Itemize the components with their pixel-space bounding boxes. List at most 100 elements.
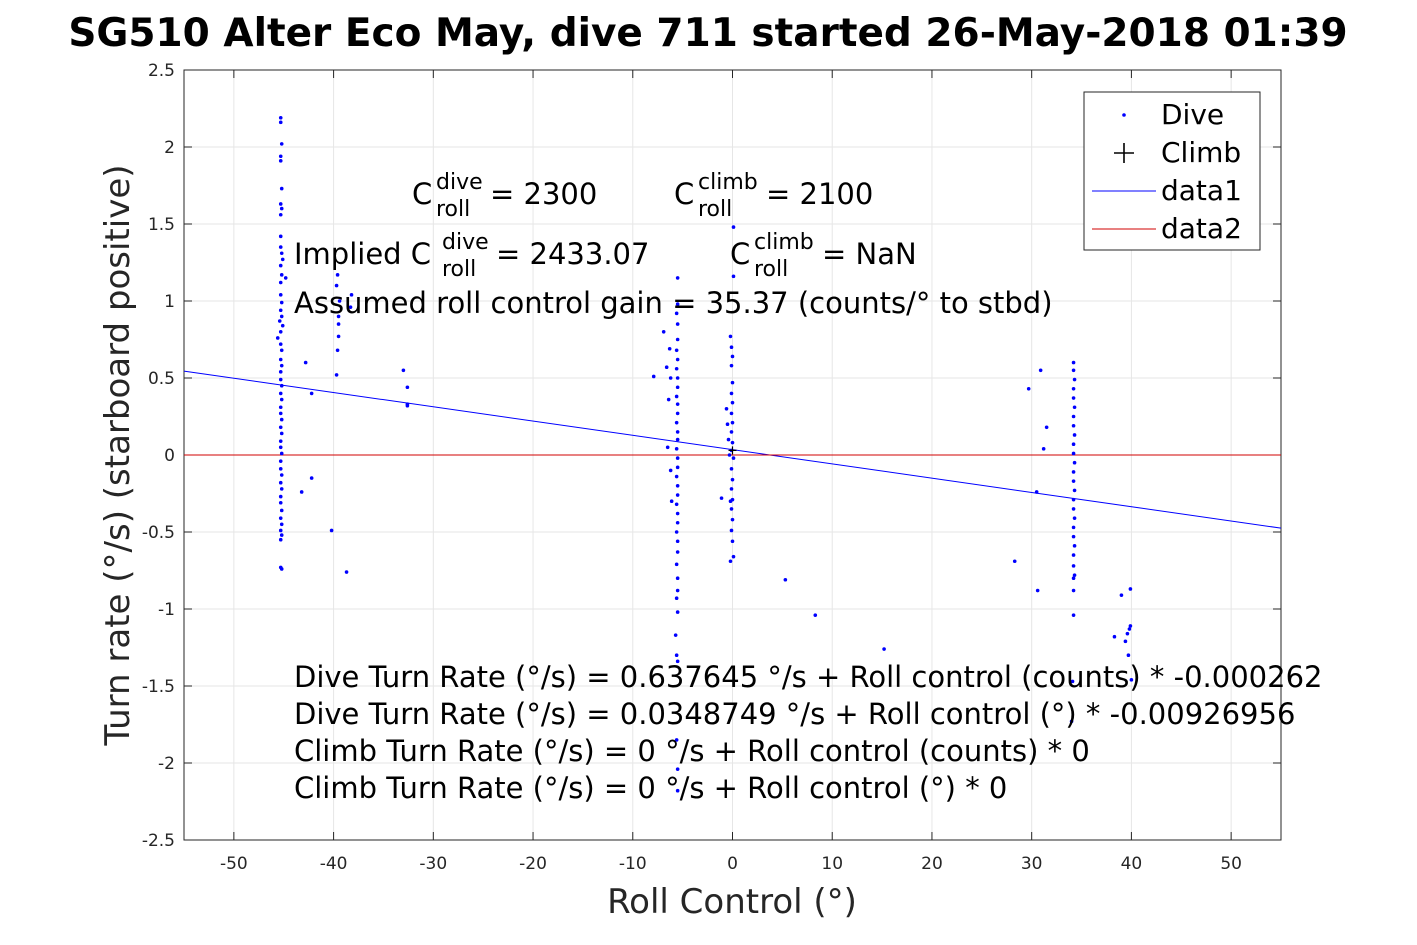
dive-point (675, 484, 680, 488)
dive-point (278, 330, 283, 334)
dive-point (1123, 639, 1128, 644)
dive-point (336, 314, 341, 319)
dive-point (674, 562, 679, 567)
dive-point (1070, 679, 1075, 684)
dive-point (729, 507, 734, 511)
dive-point (279, 451, 284, 456)
dive-point (813, 613, 818, 617)
dive-point (1026, 386, 1031, 391)
dive-point (674, 447, 679, 451)
dive-point (278, 467, 283, 471)
dive-point (336, 322, 341, 326)
dive-point (731, 274, 736, 279)
dive-point (675, 588, 680, 593)
dive-point (783, 577, 788, 582)
dive-point (280, 323, 285, 328)
gain-annotation: Assumed roll control gain = 35.37 (count… (294, 286, 1053, 320)
dive-point (278, 234, 283, 239)
dive-point (278, 245, 283, 249)
dive-point (675, 376, 680, 380)
dive-point (278, 263, 283, 268)
y-tick-label: -0.5 (142, 523, 175, 543)
c-roll-climb-sub: roll (698, 197, 732, 222)
c-roll-dive-annotation: C dive roll = 2300 (412, 170, 597, 222)
dive-point (669, 499, 674, 504)
dive-point (1071, 396, 1076, 400)
c-roll-climb-value: = 2100 (766, 177, 873, 211)
dive-point (731, 456, 736, 460)
implied-dive-annotation: Implied C dive roll = 2433.07 (294, 230, 649, 282)
dive-point (724, 407, 729, 411)
x-tick-label: -40 (320, 854, 348, 874)
dive-point (1072, 516, 1077, 520)
dive-point (278, 411, 283, 416)
dive-point (283, 276, 288, 280)
dive-point (278, 516, 283, 520)
dive-point (719, 496, 724, 500)
dive-point (279, 431, 284, 436)
dive-point (730, 354, 735, 359)
dive-point (675, 456, 680, 460)
y-tick-label: 2 (164, 138, 175, 158)
dive-point (1041, 447, 1046, 451)
y-tick-label: -2 (158, 754, 175, 774)
dive-point (309, 476, 314, 480)
dive-point (730, 497, 735, 502)
dive-point (1071, 470, 1076, 474)
dive-point (1071, 588, 1076, 593)
dive-point (1071, 414, 1076, 419)
dive-point (344, 570, 349, 574)
dive-point (674, 502, 679, 507)
dive-point (405, 403, 410, 408)
dive-point (1071, 479, 1076, 483)
dive-point (279, 186, 284, 191)
c-roll-dive-sup: dive (436, 170, 483, 195)
dive-point (1128, 624, 1133, 628)
y-tick-label: -1.5 (142, 677, 175, 697)
dive-point (729, 391, 734, 396)
dive-point (275, 336, 280, 340)
dive-point (675, 337, 680, 342)
dive-point (1127, 627, 1132, 631)
dive-point (1071, 507, 1076, 511)
equation-line: Climb Turn Rate (°/s) = 0 °/s + Roll con… (294, 771, 1007, 805)
dive-point (279, 348, 284, 353)
dive-point (334, 283, 339, 288)
dive-point (278, 308, 283, 313)
dive-point (309, 391, 314, 396)
implied-climb-value: = NaN (822, 237, 917, 271)
dive-point (726, 437, 731, 442)
dive-point (1071, 576, 1076, 580)
legend-dive-label: Dive (1161, 98, 1224, 131)
dive-point (674, 420, 679, 425)
dive-point (729, 467, 734, 471)
dive-point (1129, 678, 1134, 682)
dive-point (730, 477, 735, 482)
dive-point (675, 276, 680, 280)
dive-point (729, 528, 734, 533)
dive-point (278, 212, 283, 217)
dive-point (1069, 719, 1074, 724)
dive-point (334, 373, 339, 377)
dive-point (279, 363, 284, 368)
dive-point (675, 576, 680, 580)
dive-point (277, 319, 282, 323)
legend-data1-label: data1 (1161, 174, 1242, 207)
dive-point (667, 346, 672, 351)
dive-point (1071, 613, 1076, 617)
dive-point (675, 788, 680, 793)
y-axis-label: Turn rate (°/s) (starboard positive) (98, 164, 138, 746)
dive-point (665, 445, 670, 450)
dive-points (275, 115, 1134, 793)
dive-point (278, 528, 283, 533)
dive-point (1071, 525, 1076, 530)
dive-point (1072, 460, 1077, 465)
dive-point (1112, 634, 1117, 639)
dive-point (730, 380, 735, 385)
x-tick-label: -30 (419, 854, 447, 874)
dive-point (278, 115, 283, 120)
dive-point (1071, 553, 1076, 557)
climb-point (728, 446, 737, 455)
dive-point (329, 528, 334, 533)
x-tick-label: 10 (821, 854, 843, 874)
